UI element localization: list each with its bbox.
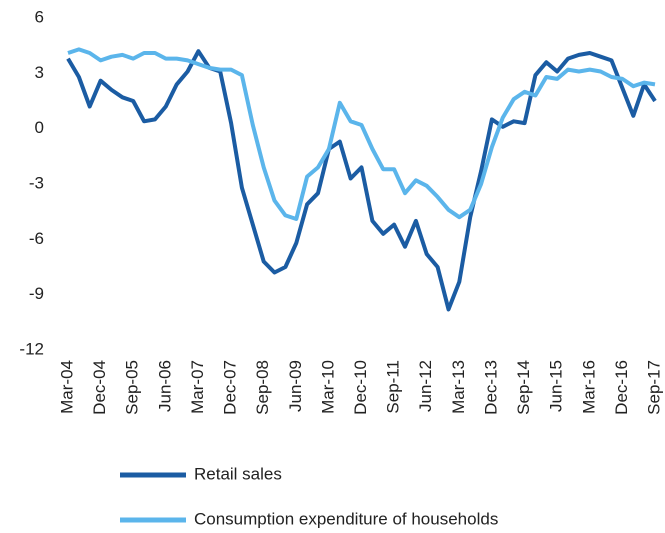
x-tick-label: Jun-12 [416,360,435,412]
x-tick-label: Sep-05 [123,360,142,415]
series-line [66,49,657,312]
legend-label: Retail sales [194,464,282,483]
x-tick-label: Dec-13 [481,360,500,415]
x-tick-label: Mar-07 [188,360,207,414]
x-tick-label: Mar-10 [318,360,337,414]
x-tick-label: Dec-04 [90,360,109,415]
y-tick-label: -9 [29,284,44,303]
y-tick-label: 3 [35,63,44,82]
x-tick-label: Dec-10 [351,360,370,415]
x-tick-label: Dec-07 [221,360,240,415]
y-tick-label: -12 [19,339,44,358]
y-tick-label: 0 [35,118,44,137]
x-tick-label: Mar-04 [57,360,76,414]
legend-label: Consumption expenditure of households [194,509,498,528]
x-tick-label: Sep-17 [644,360,663,415]
x-tick-label: Sep-14 [514,360,533,415]
y-tick-label: -3 [29,173,44,192]
y-tick-label: -6 [29,229,44,248]
x-tick-label: Jun-09 [286,360,305,412]
series-line [67,47,656,221]
x-tick-label: Jun-15 [547,360,566,412]
x-tick-label: Sep-08 [253,360,272,415]
x-tick-label: Jun-06 [155,360,174,412]
x-tick-label: Mar-16 [579,360,598,414]
x-tick-label: Dec-16 [612,360,631,415]
y-tick-label: 6 [35,7,44,26]
x-tick-label: Sep-11 [384,360,403,414]
x-tick-label: Mar-13 [449,360,468,414]
